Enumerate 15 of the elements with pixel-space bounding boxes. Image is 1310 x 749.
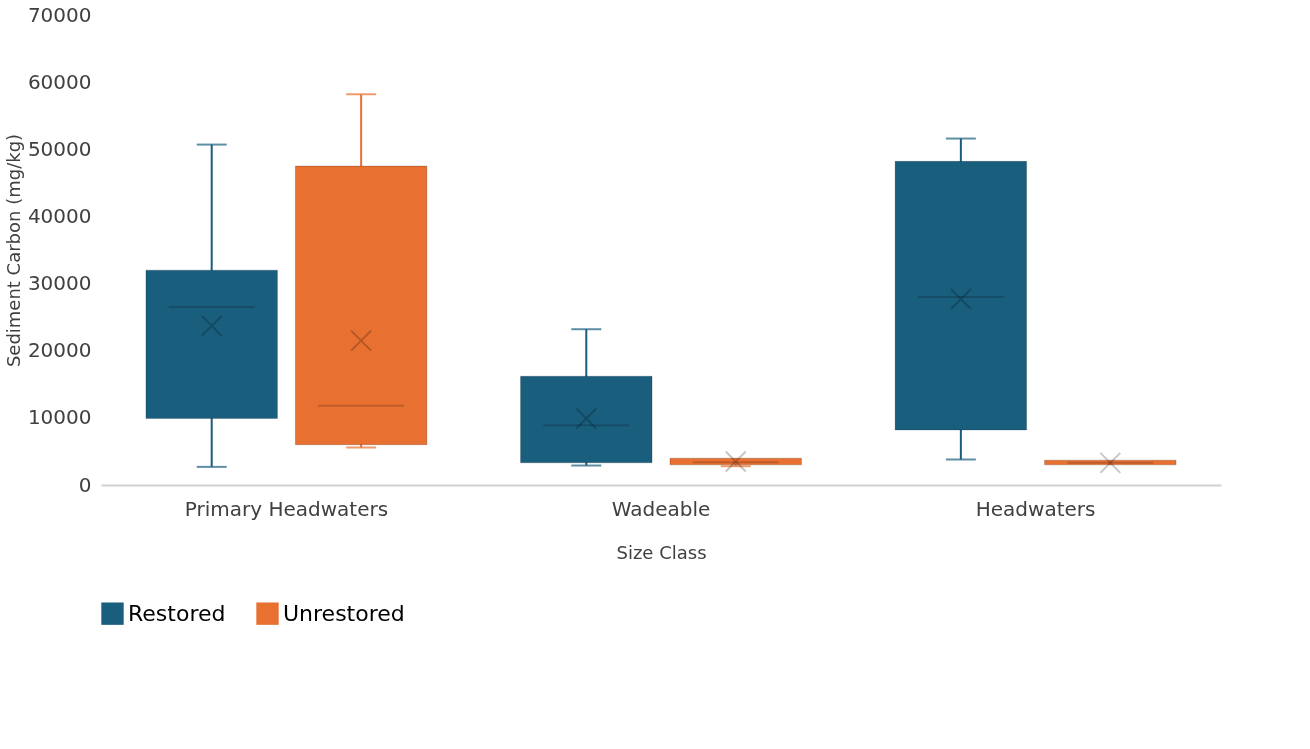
y-tick-label: 10000 (27, 405, 92, 430)
y-tick-label: 0 (78, 472, 92, 497)
legend-label: Unrestored (283, 600, 405, 626)
y-tick-label: 20000 (27, 338, 92, 363)
y-tick-label: 70000 (27, 2, 92, 27)
x-tick-label: Wadeable (611, 496, 711, 521)
y-tick-label: 40000 (27, 203, 92, 228)
y-tick-label: 60000 (27, 69, 92, 94)
legend-label: Restored (128, 600, 226, 626)
y-axis-title: Sediment Carbon (mg/kg) (2, 133, 24, 368)
y-tick-label: 50000 (27, 136, 92, 161)
y-tick-label: 30000 (27, 271, 92, 296)
x-axis-title: Size Class (616, 541, 707, 563)
x-tick-label: Headwaters (975, 496, 1096, 521)
x-tick-label: Primary Headwaters (184, 496, 389, 521)
